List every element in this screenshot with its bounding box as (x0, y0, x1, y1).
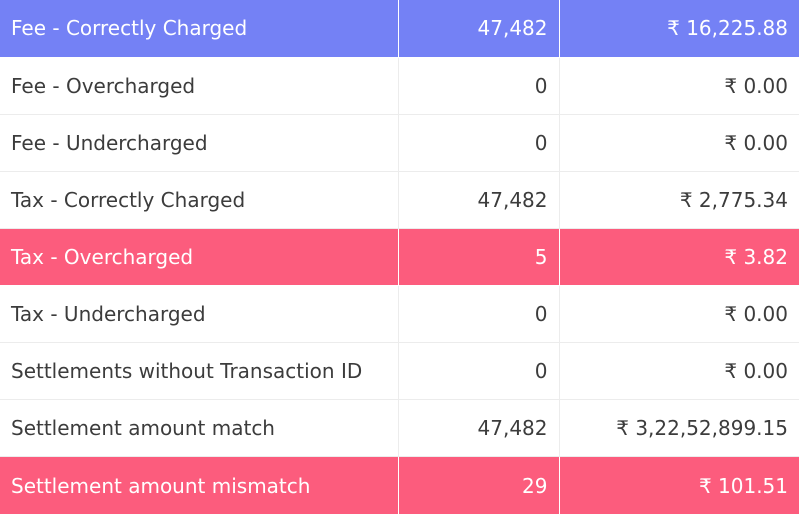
row-count: 47,482 (397, 399, 560, 458)
row-amount: ₹ 0.00 (558, 285, 799, 344)
row-amount: ₹ 0.00 (558, 56, 799, 115)
row-label: Fee - Overcharged (0, 56, 399, 115)
row-count: 29 (397, 456, 560, 514)
table-row[interactable]: Fee - Overcharged 0 ₹ 0.00 (0, 56, 799, 115)
table-row[interactable]: Tax - Overcharged 5 ₹ 3.82 (0, 227, 799, 287)
row-amount: ₹ 0.00 (558, 342, 799, 401)
row-amount: ₹ 3,22,52,899.15 (558, 399, 799, 458)
table-row[interactable]: Settlement amount mismatch 29 ₹ 101.51 (0, 456, 799, 514)
table-row[interactable]: Settlements without Transaction ID 0 ₹ 0… (0, 342, 799, 401)
row-count: 5 (397, 227, 560, 287)
row-count: 47,482 (397, 170, 560, 229)
table-row[interactable]: Fee - Correctly Charged 47,482 ₹ 16,225.… (0, 0, 799, 58)
row-label: Settlement amount mismatch (0, 456, 399, 514)
row-count: 0 (397, 56, 560, 115)
row-label: Settlements without Transaction ID (0, 342, 399, 401)
row-amount: ₹ 16,225.88 (558, 0, 799, 58)
table-row[interactable]: Tax - Undercharged 0 ₹ 0.00 (0, 285, 799, 344)
row-count: 0 (397, 342, 560, 401)
row-amount: ₹ 0.00 (558, 113, 799, 172)
row-count: 47,482 (397, 0, 560, 58)
row-amount: ₹ 101.51 (558, 456, 799, 514)
table-row[interactable]: Settlement amount match 47,482 ₹ 3,22,52… (0, 399, 799, 458)
row-label: Fee - Correctly Charged (0, 0, 399, 58)
row-label: Tax - Undercharged (0, 285, 399, 344)
table-row[interactable]: Tax - Correctly Charged 47,482 ₹ 2,775.3… (0, 170, 799, 229)
row-count: 0 (397, 113, 560, 172)
row-amount: ₹ 2,775.34 (558, 170, 799, 229)
row-count: 0 (397, 285, 560, 344)
row-amount: ₹ 3.82 (558, 227, 799, 287)
row-label: Tax - Correctly Charged (0, 170, 399, 229)
row-label: Settlement amount match (0, 399, 399, 458)
table-row[interactable]: Fee - Undercharged 0 ₹ 0.00 (0, 113, 799, 172)
row-label: Fee - Undercharged (0, 113, 399, 172)
row-label: Tax - Overcharged (0, 227, 399, 287)
